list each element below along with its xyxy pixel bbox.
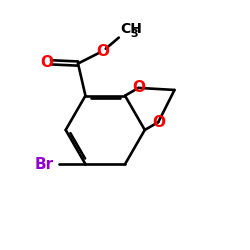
Text: O: O xyxy=(152,115,165,130)
Text: O: O xyxy=(96,44,109,59)
Text: CH: CH xyxy=(120,22,142,36)
Text: Br: Br xyxy=(34,157,53,172)
Text: O: O xyxy=(132,80,145,96)
Text: O: O xyxy=(40,55,53,70)
Text: 3: 3 xyxy=(130,29,138,39)
